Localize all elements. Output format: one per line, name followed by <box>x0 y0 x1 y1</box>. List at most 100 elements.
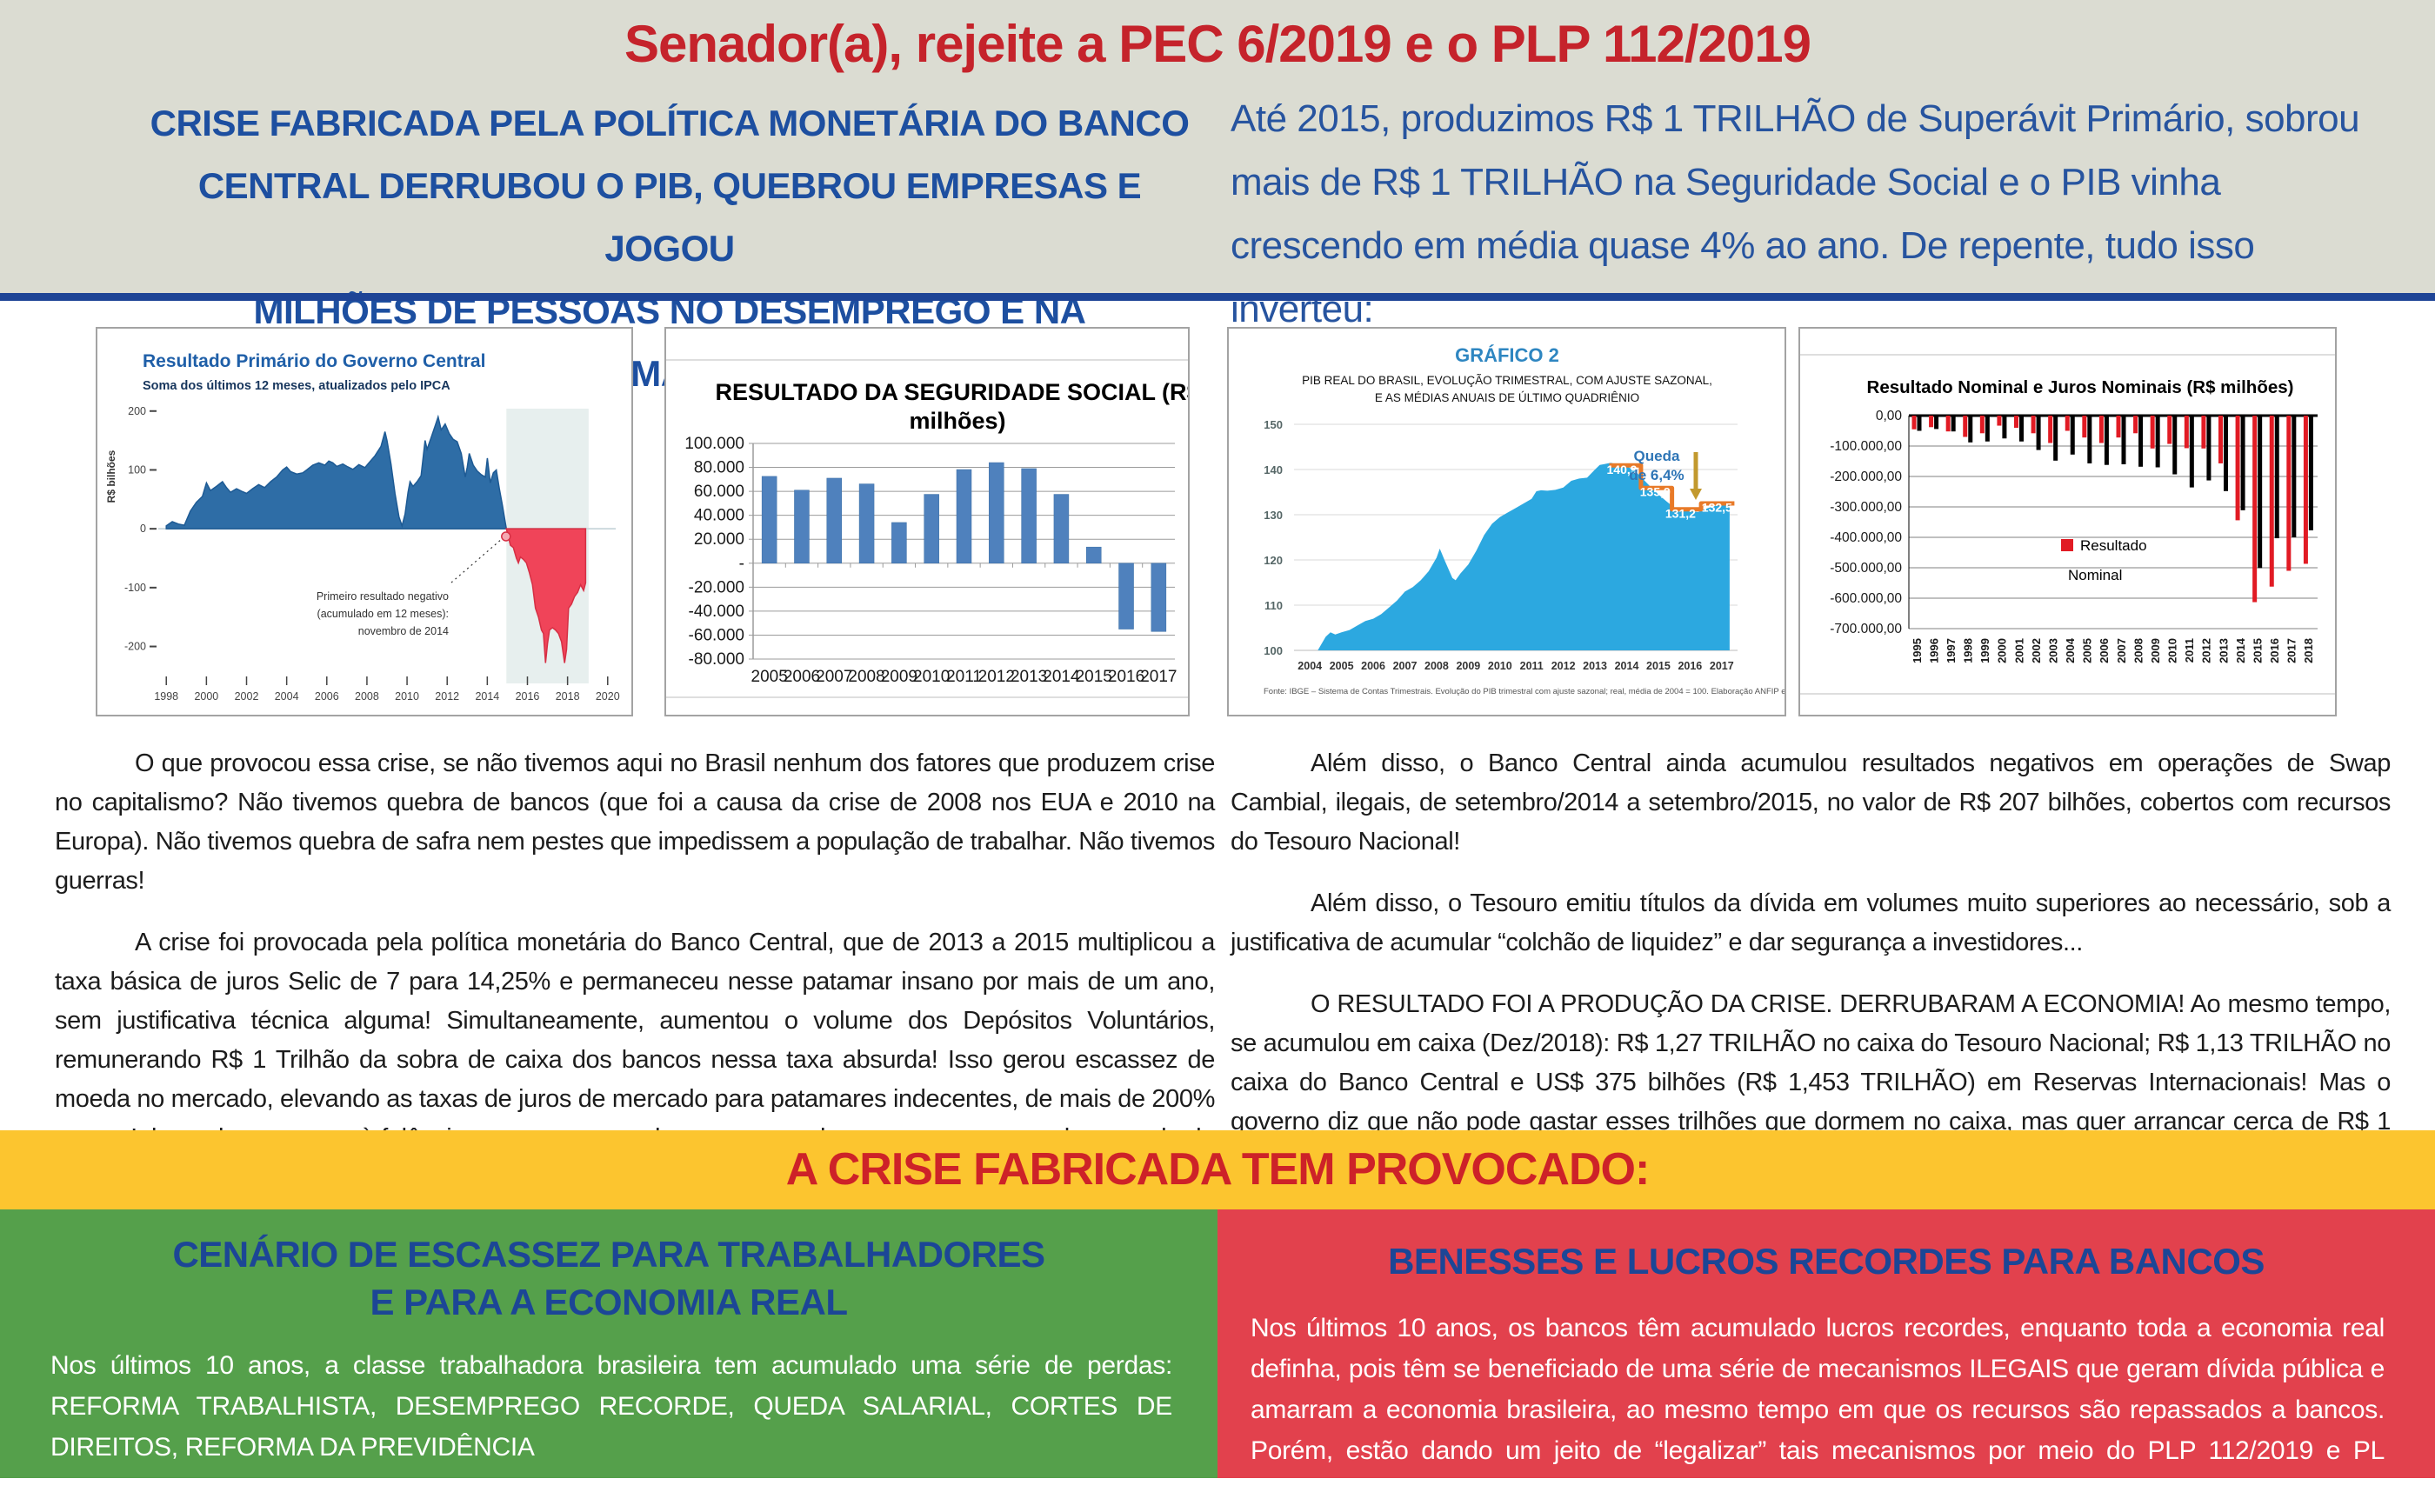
green-box-heading-line: CENÁRIO DE ESCASSEZ PARA TRABALHADORES <box>172 1234 1045 1275</box>
svg-text:2015: 2015 <box>2251 638 2264 663</box>
svg-text:1998: 1998 <box>154 690 178 703</box>
svg-text:0,00: 0,00 <box>1876 409 1903 423</box>
svg-text:R$ bilhões: R$ bilhões <box>105 450 117 503</box>
svg-text:110: 110 <box>1264 599 1283 612</box>
svg-text:2015: 2015 <box>1646 660 1671 672</box>
svg-text:2001: 2001 <box>2012 638 2025 663</box>
svg-text:2008: 2008 <box>1424 660 1449 672</box>
crisis-band: A CRISE FABRICADA TEM PROVOCADO: <box>0 1130 2435 1209</box>
svg-text:2006: 2006 <box>315 690 339 703</box>
svg-text:2017: 2017 <box>2285 638 2298 663</box>
red-box-banks: BENESSES E LUCROS RECORDES PARA BANCOS N… <box>1218 1209 2435 1506</box>
svg-text:milhões): milhões) <box>909 408 1005 434</box>
svg-text:-60.000: -60.000 <box>689 626 744 644</box>
svg-text:1996: 1996 <box>1927 638 1940 663</box>
svg-text:2004: 2004 <box>275 690 299 703</box>
svg-text:2016: 2016 <box>516 690 540 703</box>
svg-text:2018: 2018 <box>556 690 580 703</box>
svg-text:2010: 2010 <box>913 668 950 686</box>
svg-text:2000: 2000 <box>194 690 218 703</box>
svg-text:2005: 2005 <box>751 668 788 686</box>
svg-text:Primeiro resultado negativo: Primeiro resultado negativo <box>317 590 449 603</box>
svg-text:80.000: 80.000 <box>694 459 744 477</box>
svg-text:2016: 2016 <box>2268 638 2281 663</box>
svg-text:2011: 2011 <box>2183 638 2196 663</box>
svg-text:de 6,4%: de 6,4% <box>1629 467 1684 483</box>
svg-text:1997: 1997 <box>1945 638 1958 663</box>
svg-text:2007: 2007 <box>1393 660 1418 672</box>
left-headline-line: CRISE FABRICADA PELA POLÍTICA MONETÁRIA … <box>150 103 1190 143</box>
svg-text:2015: 2015 <box>1076 668 1112 686</box>
svg-text:2009: 2009 <box>1456 660 1480 672</box>
chart-resultado-nominal-juros-svg: Resultado Nominal e Juros Nominais (R$ m… <box>1800 354 2335 695</box>
svg-text:2011: 2011 <box>946 668 982 686</box>
green-box-heading: CENÁRIO DE ESCASSEZ PARA TRABALHADORES E… <box>0 1209 1218 1326</box>
svg-text:140,9: 140,9 <box>1607 463 1638 476</box>
body-column-left: O que provocou essa crise, se não tivemo… <box>55 744 1215 1220</box>
svg-text:140: 140 <box>1264 463 1283 476</box>
header-band: Senador(a), rejeite a PEC 6/2019 e o PLP… <box>0 0 2435 394</box>
chart-seguridade-social-svg: RESULTADO DA SEGURIDADE SOCIAL (R$ milhõe… <box>666 359 1188 698</box>
paragraph: Além disso, o Banco Central ainda acumul… <box>1231 749 2391 856</box>
svg-text:-200.000,00: -200.000,00 <box>1830 470 1902 484</box>
svg-text:2013: 2013 <box>2217 638 2230 663</box>
svg-text:2004: 2004 <box>1298 660 1322 672</box>
paragraph: Além disso, o Tesouro emitiu títulos da … <box>1231 889 2391 956</box>
chart-resultado-nominal-juros: Resultado Nominal e Juros Nominais (R$ m… <box>1798 327 2337 716</box>
svg-text:132,5: 132,5 <box>1702 500 1732 514</box>
svg-text:-200: -200 <box>124 641 146 653</box>
svg-text:Fonte: IBGE – Sistema de Conta: Fonte: IBGE – Sistema de Contas Trimestr… <box>1264 687 1785 696</box>
chart-seguridade-social: RESULTADO DA SEGURIDADE SOCIAL (R$ milhõe… <box>664 327 1190 716</box>
svg-text:2016: 2016 <box>1678 660 1702 672</box>
svg-text:2010: 2010 <box>395 690 419 703</box>
svg-text:2013: 2013 <box>1583 660 1607 672</box>
red-box-body: Nos últimos 10 anos, os bancos têm acumu… <box>1251 1314 2385 1506</box>
svg-text:2010: 2010 <box>2166 638 2179 663</box>
chart-resultado-primario-svg: 200 100 0 -100 -200 1998 2000 2002 2004 2006 2008 2… <box>105 351 620 703</box>
svg-text:2008: 2008 <box>848 668 884 686</box>
svg-text:novembro de 2014: novembro de 2014 <box>358 625 449 637</box>
right-intro: Até 2015, produzimos R$ 1 TRILHÃO de Sup… <box>1231 97 2360 330</box>
svg-text:2017: 2017 <box>1710 660 1734 672</box>
svg-text:-400.000,00: -400.000,00 <box>1830 530 1902 545</box>
svg-text:-80.000: -80.000 <box>689 650 744 669</box>
page-title: Senador(a), rejeite a PEC 6/2019 e o PLP… <box>624 15 1811 73</box>
green-box-body: Nos últimos 10 anos, a classe trabalhado… <box>50 1351 1172 1462</box>
svg-text:2007: 2007 <box>2115 638 2128 663</box>
green-box-workers: CENÁRIO DE ESCASSEZ PARA TRABALHADORES E… <box>0 1209 1218 1478</box>
svg-text:-300.000,00: -300.000,00 <box>1830 500 1902 515</box>
svg-text:2008: 2008 <box>355 690 379 703</box>
svg-text:100: 100 <box>128 463 146 476</box>
svg-text:2012: 2012 <box>2200 638 2213 663</box>
svg-text:2020: 2020 <box>596 690 620 703</box>
svg-text:2012: 2012 <box>978 668 1015 686</box>
svg-text:2009: 2009 <box>2149 638 2162 663</box>
svg-text:2003: 2003 <box>2046 638 2059 663</box>
svg-text:-100: -100 <box>124 582 146 594</box>
crisis-band-text: A CRISE FABRICADA TEM PROVOCADO: <box>785 1144 1651 1195</box>
svg-text:120: 120 <box>1264 554 1283 567</box>
svg-text:-600.000,00: -600.000,00 <box>1830 591 1902 606</box>
svg-text:1998: 1998 <box>1962 638 1975 663</box>
svg-text:100.000: 100.000 <box>684 435 744 453</box>
svg-text:150: 150 <box>1264 418 1283 431</box>
svg-text:2018: 2018 <box>2302 638 2315 663</box>
svg-text:2012: 2012 <box>435 690 459 703</box>
svg-text:131,2: 131,2 <box>1665 507 1696 521</box>
svg-text:GRÁFICO 2: GRÁFICO 2 <box>1455 344 1559 366</box>
svg-text:2016: 2016 <box>1108 668 1144 686</box>
svg-text:2014: 2014 <box>1043 668 1080 686</box>
svg-text:60.000: 60.000 <box>694 483 744 501</box>
svg-text:135,9: 135,9 <box>1640 485 1671 499</box>
svg-text:-40.000: -40.000 <box>689 603 744 621</box>
svg-text:Nominal: Nominal <box>2068 567 2122 583</box>
svg-text:2006: 2006 <box>784 668 820 686</box>
svg-text:2011: 2011 <box>1520 660 1544 672</box>
svg-text:2017: 2017 <box>1140 668 1177 686</box>
red-box-heading: BENESSES E LUCROS RECORDES PARA BANCOS <box>1388 1241 2265 1282</box>
svg-text:2009: 2009 <box>881 668 917 686</box>
svg-text:2008: 2008 <box>2131 638 2145 663</box>
svg-text:-20.000: -20.000 <box>689 578 744 596</box>
svg-text:2005: 2005 <box>2081 638 2094 663</box>
svg-text:2013: 2013 <box>1011 668 1047 686</box>
